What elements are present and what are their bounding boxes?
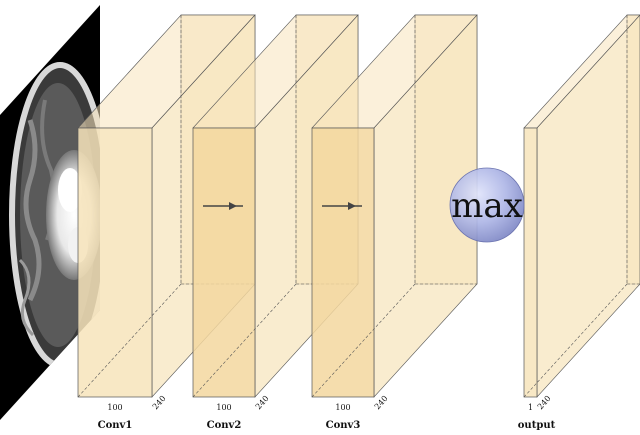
layer-depth-label: 240	[151, 394, 168, 411]
layer-name-label: Conv1	[98, 420, 133, 430]
max-pool-label: max	[451, 186, 523, 226]
right-arrow-icon	[322, 202, 362, 210]
layer-depth-label: 240	[373, 394, 390, 411]
layer-name-label: Conv3	[326, 420, 361, 430]
layer-conv3: 100 240 Conv3	[311, 14, 478, 431]
layer-width-label: 100	[107, 403, 122, 412]
layer-width-label: 100	[335, 403, 350, 412]
layer-width-label: 1	[528, 403, 533, 412]
right-arrow-icon	[203, 202, 243, 210]
layer-name-label: Conv2	[207, 420, 242, 430]
layer-output: 1 240 output	[518, 14, 640, 431]
layer-name-label: output	[518, 420, 556, 430]
layer-width-label: 100	[216, 403, 231, 412]
max-pool-node: max	[449, 167, 525, 243]
layer-depth-label: 240	[254, 394, 271, 411]
layer-depth-label: 240	[536, 394, 553, 411]
